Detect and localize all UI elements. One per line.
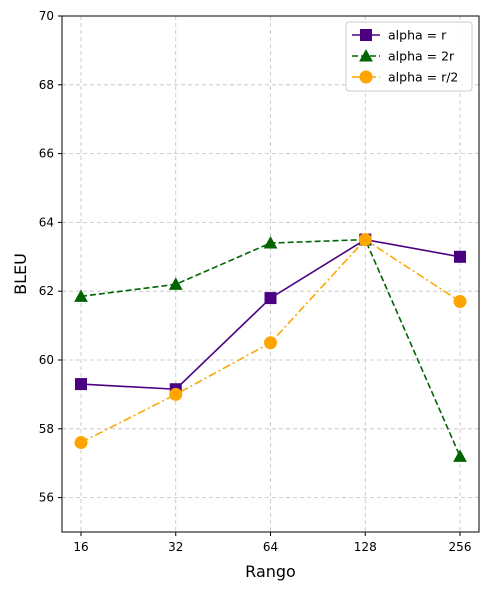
legend-item: alpha = r xyxy=(352,28,447,43)
grid xyxy=(62,15,479,532)
x-tick-label: 64 xyxy=(263,540,278,554)
axis-ticks: 16 32 64 128 256 56 58 60 62 64 66 68 70 xyxy=(39,9,472,554)
y-tick-label: 58 xyxy=(39,422,54,436)
legend-label: alpha = 2r xyxy=(388,49,455,64)
data-point xyxy=(263,236,278,249)
series-3 xyxy=(74,233,467,450)
x-tick-label: 32 xyxy=(168,540,183,554)
data-point xyxy=(169,387,183,401)
y-tick-label: 64 xyxy=(39,215,54,229)
data-point xyxy=(75,378,87,391)
y-tick-label: 66 xyxy=(39,147,54,161)
x-tick-label: 256 xyxy=(449,540,472,554)
legend-item: alpha = r/2 xyxy=(352,70,458,85)
legend: alpha = r alpha = 2r alpha = r/2 xyxy=(345,21,473,92)
plot-series xyxy=(74,232,467,462)
legend-item: alpha = 2r xyxy=(352,49,455,64)
legend-box xyxy=(345,21,473,92)
legend-marker xyxy=(359,70,373,84)
y-axis-label: BLEU xyxy=(11,253,30,295)
series-2 xyxy=(74,232,467,462)
data-point xyxy=(358,233,372,247)
data-point xyxy=(264,292,277,305)
data-point xyxy=(453,449,467,462)
y-tick-label: 60 xyxy=(39,353,54,367)
x-axis-label: Rango xyxy=(245,562,296,581)
data-point xyxy=(264,336,277,350)
data-point xyxy=(74,436,88,450)
legend-marker xyxy=(360,29,372,41)
data-point xyxy=(74,289,88,302)
y-tick-label: 56 xyxy=(39,491,54,505)
y-tick-label: 68 xyxy=(39,78,54,92)
y-tick-label: 62 xyxy=(39,284,54,298)
x-tick-label: 128 xyxy=(354,540,377,554)
x-tick-label: 16 xyxy=(73,540,88,554)
data-point xyxy=(454,250,466,263)
data-point xyxy=(453,295,467,309)
legend-label: alpha = r xyxy=(388,28,447,43)
y-tick-label: 70 xyxy=(39,9,54,23)
legend-label: alpha = r/2 xyxy=(388,70,458,85)
data-point xyxy=(168,277,183,290)
legend-marker xyxy=(359,49,373,62)
